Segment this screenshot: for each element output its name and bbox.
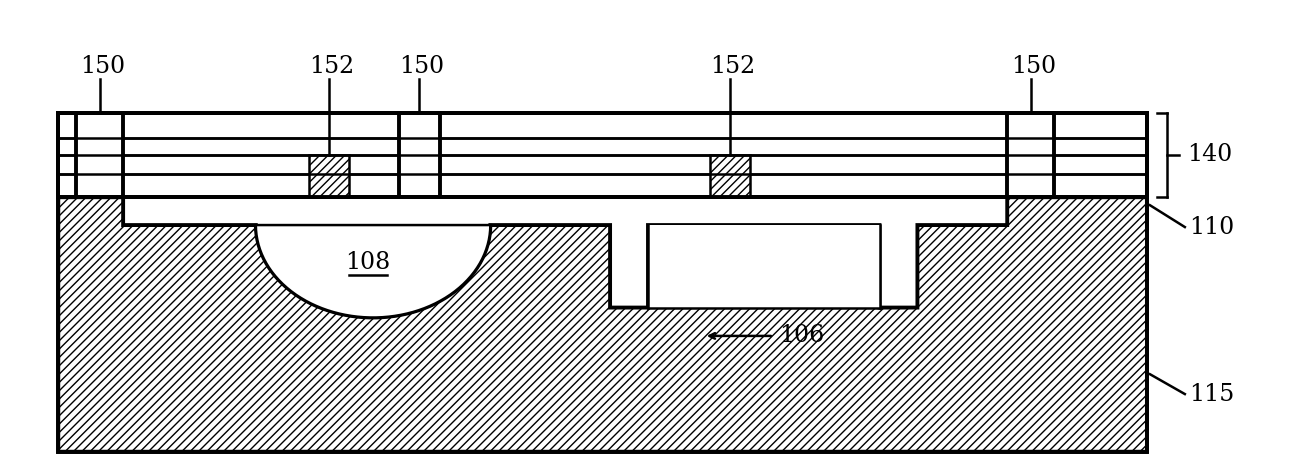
Bar (710, 155, 750, 197)
Bar (58, 113, 1147, 197)
Text: 115: 115 (1189, 382, 1234, 406)
Bar (58, 113, 1147, 452)
Bar (308, 155, 348, 197)
Polygon shape (58, 197, 1147, 452)
Bar (1008, 113, 1054, 197)
Polygon shape (256, 225, 491, 317)
Text: 108: 108 (346, 251, 391, 274)
Bar (399, 113, 440, 197)
Text: 152: 152 (308, 55, 354, 78)
Bar (76, 113, 123, 197)
Bar (648, 225, 879, 308)
Text: 110: 110 (1189, 216, 1234, 238)
Text: 150: 150 (1010, 55, 1055, 78)
Bar (58, 113, 1147, 197)
Text: 150: 150 (80, 55, 124, 78)
Text: 106: 106 (778, 325, 824, 348)
Text: 140: 140 (1186, 144, 1232, 166)
Text: 150: 150 (400, 55, 444, 78)
Text: 152: 152 (710, 55, 755, 78)
